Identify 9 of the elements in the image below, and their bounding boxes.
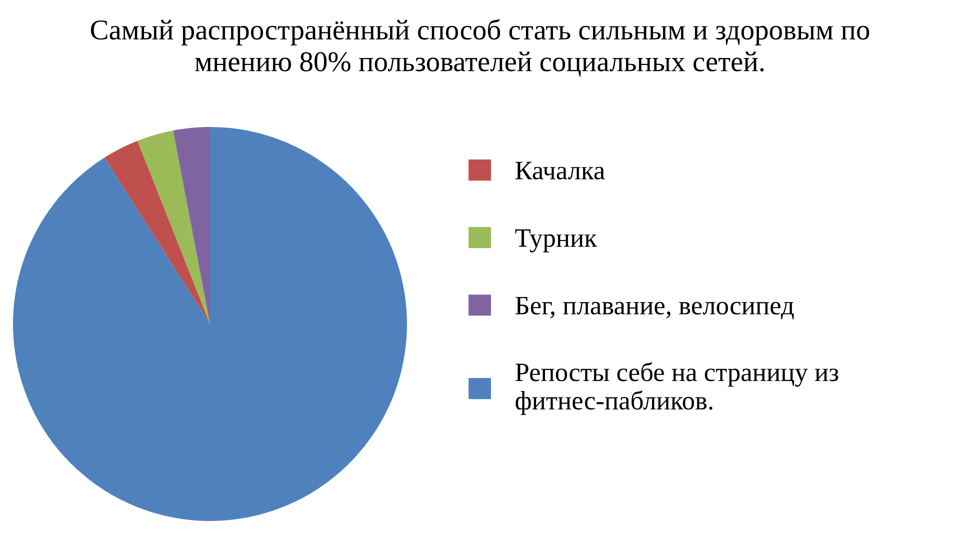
pie-slice xyxy=(173,127,210,324)
legend-label: Репосты себе на страницу из фитнес-пабликов. xyxy=(515,362,838,415)
legend-label: Качалка xyxy=(515,162,605,180)
legend-label: Турник xyxy=(515,229,598,252)
pie-slice xyxy=(137,130,210,324)
pie-slice xyxy=(13,127,407,521)
pie-slice xyxy=(104,140,210,324)
chart-title: Самый распространённый способ стать сильным и здоровым по мнению 80% пользователей социальных сетей. xyxy=(90,18,870,77)
legend-label: Бег, плавание, велосипед xyxy=(515,296,794,320)
